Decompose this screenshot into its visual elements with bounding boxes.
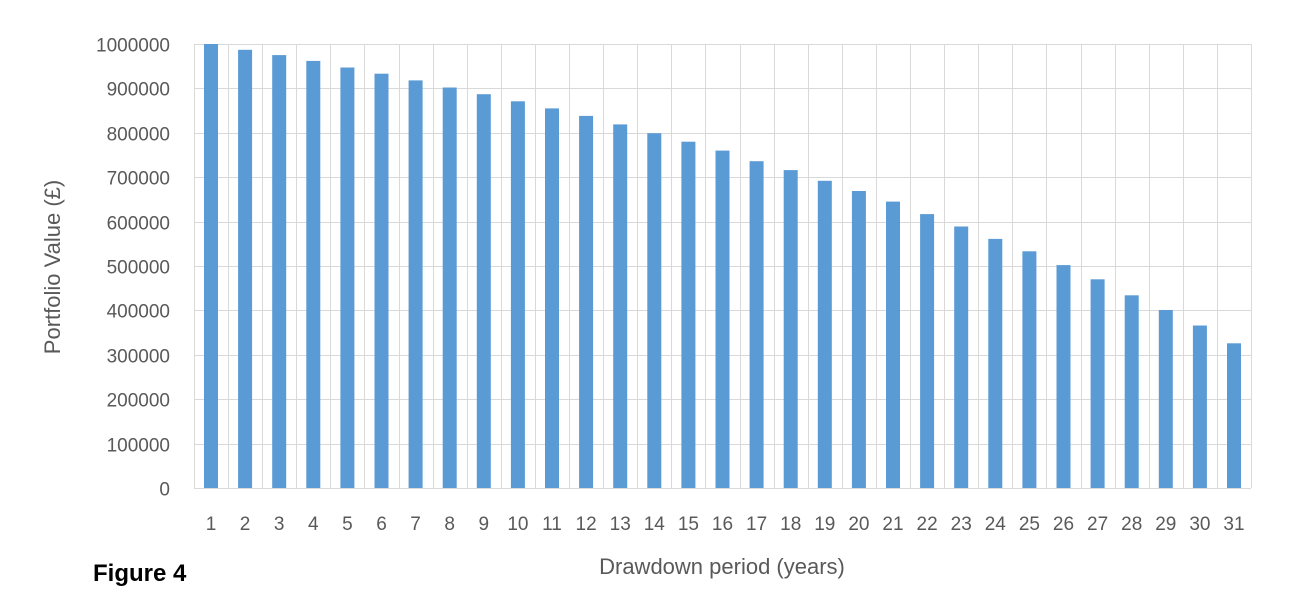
y-tick-label: 1000000 (96, 36, 170, 57)
x-tick-label: 12 (576, 514, 597, 535)
x-tick-label: 24 (985, 514, 1007, 535)
x-tick-label: 27 (1087, 514, 1108, 535)
y-tick-label: 700000 (107, 169, 170, 190)
x-tick-label: 14 (644, 514, 666, 535)
bar-year-3 (272, 55, 287, 488)
bar-year-20 (851, 191, 866, 488)
x-tick-label: 17 (746, 514, 767, 535)
bar-year-12 (579, 115, 594, 489)
bar-year-11 (545, 108, 559, 489)
bar-year-2 (238, 49, 253, 489)
bar-year-28 (1124, 295, 1139, 488)
x-tick-labels: 1 2 3 4 5 6 7 8 9 10 11 12 13 14 15 16 17 18 19 20 21 22 23 24 2… (206, 514, 1245, 535)
bar-year-4 (306, 60, 321, 489)
bar-year-7 (408, 80, 423, 489)
figure-caption: Figure 4 (93, 560, 187, 587)
bar-year-17 (749, 161, 764, 488)
bar-year-9 (476, 94, 491, 488)
x-tick-label: 31 (1223, 514, 1244, 535)
bar-year-1 (204, 44, 218, 488)
x-tick-label: 30 (1189, 514, 1210, 535)
x-tick-label: 23 (951, 514, 972, 535)
y-tick-label: 0 (159, 480, 170, 501)
y-tick-label: 400000 (107, 302, 170, 323)
y-tick-labels: 0 100000 200000 300000 400000 500000 600000 700… (96, 36, 170, 501)
bar-year-24 (988, 238, 1003, 488)
y-tick-label: 200000 (107, 391, 170, 412)
bar-year-13 (613, 124, 628, 489)
bar-year-23 (954, 226, 969, 488)
x-tick-label: 10 (507, 514, 528, 535)
x-tick-label: 5 (342, 514, 353, 535)
y-axis-title: Portfolio Value (£) (40, 180, 65, 354)
bar-year-21 (886, 201, 900, 488)
bar-year-18 (783, 170, 798, 488)
bar-year-25 (1022, 251, 1037, 488)
x-tick-label: 2 (240, 514, 251, 535)
y-tick-label: 300000 (107, 347, 170, 368)
x-tick-label: 29 (1155, 514, 1176, 535)
bar-year-26 (1056, 265, 1071, 488)
y-tick-label: 100000 (107, 436, 170, 457)
x-tick-label: 6 (376, 514, 387, 535)
bar-year-30 (1192, 325, 1207, 488)
bar-year-19 (817, 180, 832, 489)
bars (204, 44, 1241, 489)
bar-year-29 (1158, 310, 1173, 488)
bar-year-8 (442, 87, 457, 488)
x-tick-label: 7 (410, 514, 421, 535)
x-tick-label: 16 (712, 514, 733, 535)
x-tick-label: 19 (814, 514, 835, 535)
x-tick-label: 15 (678, 514, 699, 535)
bar-year-22 (920, 214, 935, 488)
x-tick-label: 11 (542, 514, 562, 535)
x-tick-label: 22 (917, 514, 938, 535)
bar-year-6 (374, 73, 389, 488)
x-tick-label: 13 (610, 514, 631, 535)
x-tick-label: 3 (274, 514, 285, 535)
bar-year-15 (681, 141, 696, 488)
x-tick-label: 25 (1019, 514, 1040, 535)
y-tick-label: 600000 (107, 214, 170, 235)
grid-lines (194, 44, 1252, 489)
x-tick-label: 4 (308, 514, 319, 535)
x-tick-label: 20 (848, 514, 869, 535)
bar-year-5 (340, 67, 355, 488)
x-tick-label: 21 (882, 514, 903, 535)
bar-year-10 (510, 101, 525, 489)
y-tick-label: 800000 (107, 125, 170, 146)
y-tick-label: 500000 (107, 258, 170, 279)
x-tick-label: 1 (206, 514, 217, 535)
bar-year-16 (715, 150, 730, 488)
x-tick-label: 28 (1121, 514, 1142, 535)
x-tick-label: 8 (444, 514, 455, 535)
x-tick-label: 18 (780, 514, 801, 535)
bar-year-14 (647, 133, 662, 488)
bar-year-27 (1090, 279, 1105, 488)
bar-year-31 (1227, 343, 1241, 488)
x-axis-title: Drawdown period (years) (599, 554, 845, 579)
x-tick-label: 26 (1053, 514, 1074, 535)
x-tick-label: 9 (479, 514, 490, 535)
y-tick-label: 900000 (107, 80, 170, 101)
